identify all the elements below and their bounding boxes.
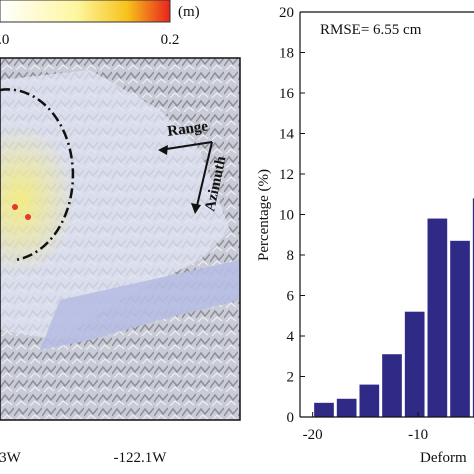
bar <box>472 198 474 417</box>
y-tick-label: 4 <box>287 329 295 345</box>
bar <box>359 384 380 417</box>
range-arrow <box>159 141 213 151</box>
map-panel: 0.0 0.2 (m) Range Azimuth 3W -122.1W <box>0 0 241 466</box>
map-water <box>40 260 240 350</box>
annotation: RMSE= 6.55 cm <box>320 22 422 38</box>
arrowhead <box>158 145 168 155</box>
bar <box>314 402 334 417</box>
azimuth-arrow <box>195 141 213 211</box>
bar <box>450 240 470 417</box>
histogram-panel: RMSE= 6.55 cm Percentage (%) Deform 0 2 4 6… <box>256 5 474 466</box>
y-tick-label: 20 <box>279 5 294 21</box>
colorbar <box>0 0 171 23</box>
colorbar-tick: 0.0 <box>0 32 9 48</box>
lon-label: 3W <box>0 450 22 466</box>
deformation-blob <box>0 125 75 275</box>
y-axis-label: Percentage (%) <box>256 169 272 261</box>
dashed-circle <box>0 88 75 262</box>
map-land <box>0 70 230 340</box>
bar <box>336 398 357 417</box>
y-tick-label: 12 <box>279 167 294 183</box>
y-tick-label: 14 <box>279 127 295 143</box>
colorbar-unit: (m) <box>178 4 200 20</box>
x-tick-label: -10 <box>408 427 428 443</box>
bar <box>404 311 425 417</box>
x-tick-label: -20 <box>303 427 323 443</box>
y-tick-label: 8 <box>287 248 295 264</box>
hotspot <box>12 204 18 210</box>
map-frame <box>0 57 241 421</box>
colorbar-tick: 0.2 <box>161 32 180 48</box>
bar <box>382 354 402 417</box>
y-tick-label: 2 <box>287 370 295 386</box>
y-tick-label: 0 <box>287 410 295 426</box>
arrowhead <box>191 203 201 214</box>
hotspot <box>25 214 31 220</box>
y-tick-label: 18 <box>279 46 294 62</box>
arrow-label: Range <box>166 118 209 140</box>
y-tick-label: 10 <box>279 208 294 224</box>
bar <box>427 218 448 417</box>
lon-label: -122.1W <box>114 450 168 466</box>
x-axis-label: Deform <box>420 450 467 466</box>
y-tick-label: 16 <box>279 86 295 102</box>
y-tick-label: 6 <box>287 289 295 305</box>
